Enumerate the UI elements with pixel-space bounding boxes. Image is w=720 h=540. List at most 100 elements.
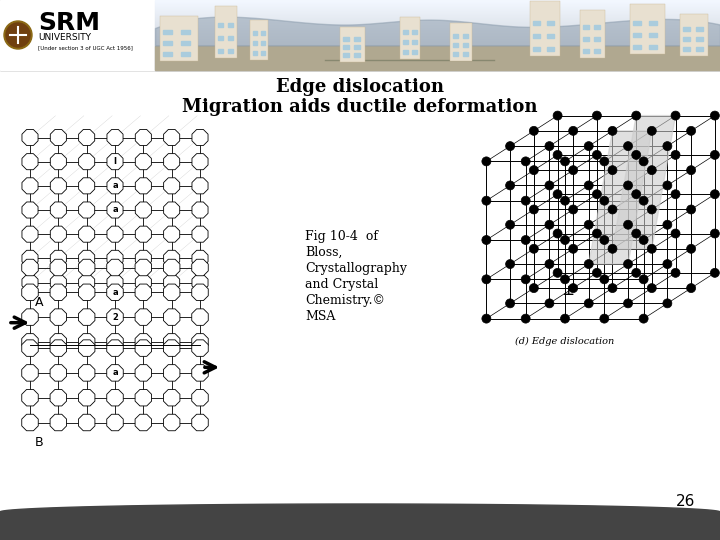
Polygon shape xyxy=(22,178,38,194)
Bar xyxy=(683,26,690,30)
Text: UNIVERSITY: UNIVERSITY xyxy=(38,33,91,43)
Polygon shape xyxy=(22,309,38,325)
Bar xyxy=(412,39,417,44)
Bar xyxy=(412,50,417,53)
Polygon shape xyxy=(192,226,208,242)
Circle shape xyxy=(631,229,641,238)
Circle shape xyxy=(569,166,577,174)
Bar xyxy=(155,25,720,26)
Bar xyxy=(155,16,720,17)
Text: Chemistry.©: Chemistry.© xyxy=(305,294,385,307)
Bar xyxy=(354,44,360,49)
Circle shape xyxy=(521,157,530,166)
Polygon shape xyxy=(192,284,208,301)
Polygon shape xyxy=(78,334,95,350)
Circle shape xyxy=(631,190,641,199)
Circle shape xyxy=(671,229,680,238)
Bar xyxy=(649,32,657,37)
Polygon shape xyxy=(78,284,95,301)
Text: a: a xyxy=(112,181,118,190)
Polygon shape xyxy=(50,226,66,242)
Polygon shape xyxy=(50,251,66,266)
Text: B: B xyxy=(35,435,44,449)
Polygon shape xyxy=(135,251,151,266)
Circle shape xyxy=(521,235,530,245)
Polygon shape xyxy=(107,334,123,350)
Bar xyxy=(155,34,720,35)
Circle shape xyxy=(647,126,657,136)
Circle shape xyxy=(639,314,648,323)
Circle shape xyxy=(553,190,562,199)
Text: a: a xyxy=(112,368,118,377)
Circle shape xyxy=(647,205,657,214)
Polygon shape xyxy=(78,178,95,194)
Text: SRM: SRM xyxy=(38,11,100,35)
Polygon shape xyxy=(135,226,151,242)
Bar xyxy=(155,1,720,2)
Polygon shape xyxy=(163,334,180,350)
Bar xyxy=(547,21,554,24)
Polygon shape xyxy=(163,202,180,218)
Bar xyxy=(580,10,605,57)
Circle shape xyxy=(584,141,593,151)
Text: and Crystal: and Crystal xyxy=(305,278,378,291)
Bar xyxy=(583,24,589,29)
Circle shape xyxy=(545,299,554,308)
Polygon shape xyxy=(22,130,38,146)
Polygon shape xyxy=(22,334,38,350)
Bar xyxy=(218,23,223,26)
Circle shape xyxy=(584,299,593,308)
Circle shape xyxy=(529,244,539,253)
Bar xyxy=(343,37,349,40)
Bar xyxy=(155,21,720,22)
Circle shape xyxy=(639,235,648,245)
Polygon shape xyxy=(107,414,123,431)
Bar xyxy=(155,64,720,65)
Text: (d) Edge dislocation: (d) Edge dislocation xyxy=(515,336,614,346)
Polygon shape xyxy=(22,340,38,356)
Polygon shape xyxy=(107,274,123,291)
Circle shape xyxy=(624,220,633,230)
Polygon shape xyxy=(107,202,123,218)
Bar xyxy=(155,40,720,41)
Circle shape xyxy=(687,284,696,293)
Bar xyxy=(261,51,265,55)
Bar xyxy=(155,32,720,33)
Bar xyxy=(155,50,720,51)
Bar xyxy=(594,37,600,40)
Bar xyxy=(155,9,720,10)
Circle shape xyxy=(608,244,617,253)
Polygon shape xyxy=(135,284,152,301)
Polygon shape xyxy=(107,251,123,266)
Bar xyxy=(155,45,720,70)
Polygon shape xyxy=(0,504,720,512)
Bar xyxy=(155,5,720,6)
Bar xyxy=(533,33,540,37)
Bar xyxy=(155,66,720,67)
Polygon shape xyxy=(163,153,180,170)
Circle shape xyxy=(639,157,648,166)
Polygon shape xyxy=(107,364,123,381)
Bar xyxy=(218,49,223,52)
Circle shape xyxy=(711,151,719,159)
Circle shape xyxy=(569,284,577,293)
Polygon shape xyxy=(50,202,66,218)
Text: Fig 10-4  of: Fig 10-4 of xyxy=(305,230,378,243)
Polygon shape xyxy=(135,334,152,350)
Polygon shape xyxy=(135,178,151,194)
Polygon shape xyxy=(135,364,152,381)
Polygon shape xyxy=(107,130,123,146)
Bar xyxy=(253,51,257,55)
Circle shape xyxy=(6,23,30,47)
Bar xyxy=(155,43,720,44)
Bar xyxy=(155,38,720,39)
Bar xyxy=(181,40,190,44)
Polygon shape xyxy=(78,226,95,242)
Circle shape xyxy=(671,190,680,199)
Bar xyxy=(155,63,720,64)
Circle shape xyxy=(553,111,562,120)
Bar xyxy=(0,0,720,70)
Circle shape xyxy=(545,220,554,230)
Bar xyxy=(155,26,720,27)
Bar xyxy=(155,27,720,28)
